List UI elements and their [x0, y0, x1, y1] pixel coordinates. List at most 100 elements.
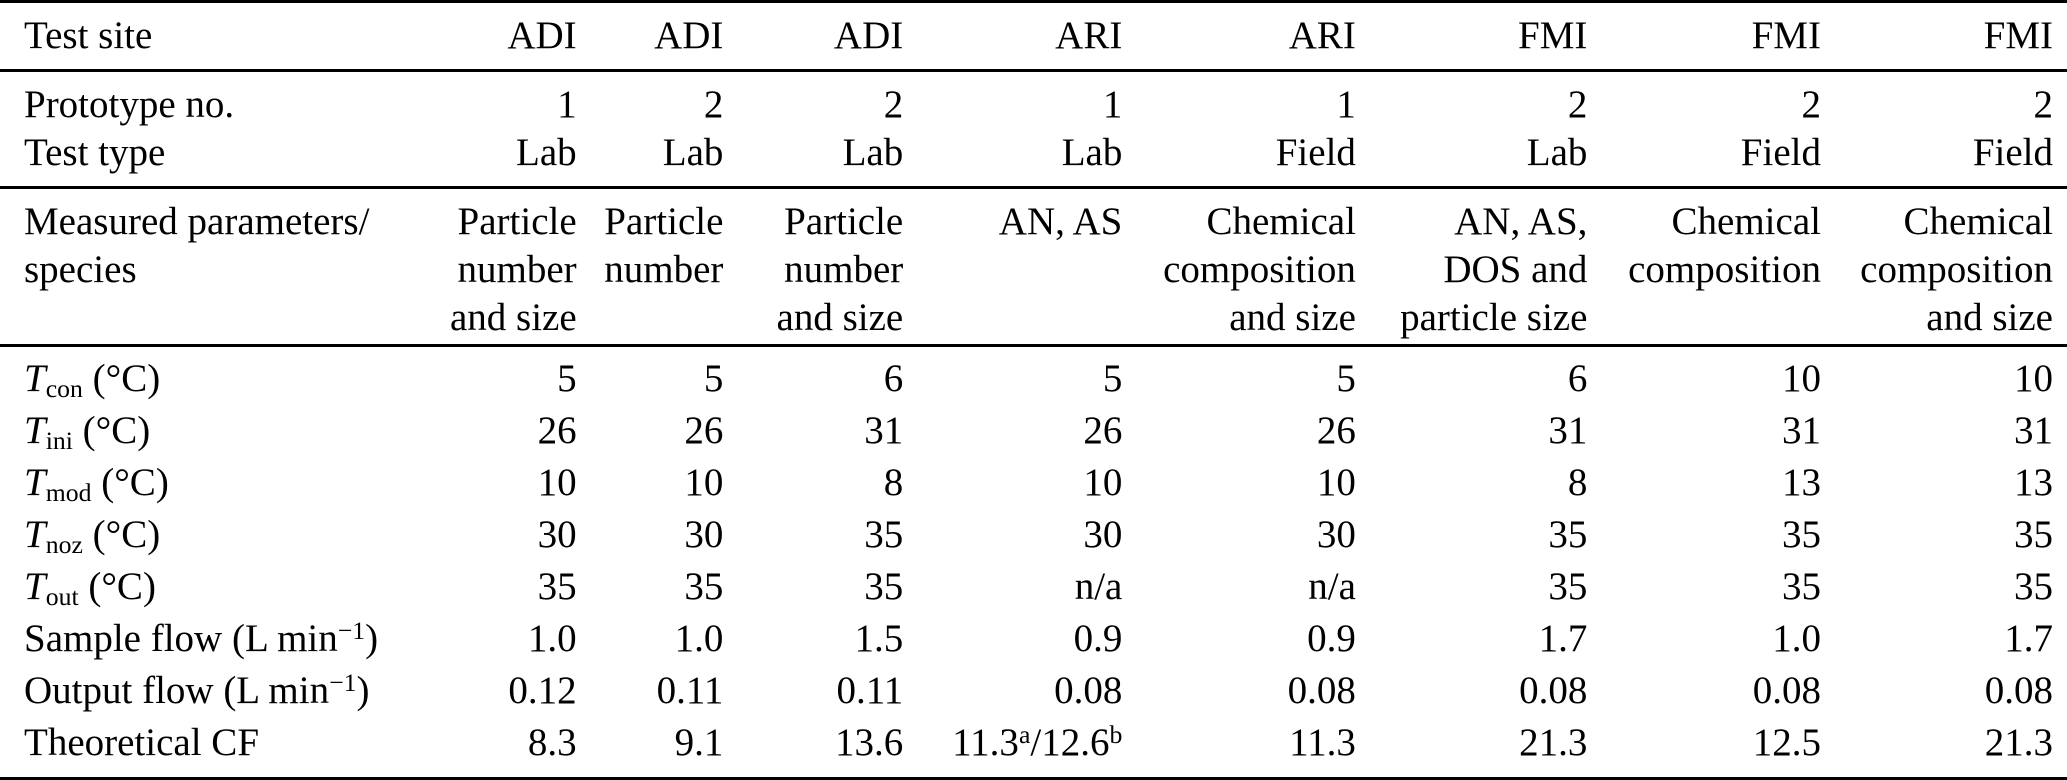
cell-line: composition	[1587, 246, 1821, 294]
cell-line: 2	[1587, 81, 1821, 129]
cell-line: 10	[1122, 459, 1356, 507]
row-label-theoretical-cf: Theoretical CF	[0, 719, 362, 779]
cell-test-type-col4: Lab	[903, 129, 1123, 188]
cell-t-out-col7: 35	[1587, 563, 1821, 615]
cell-line: Field	[1587, 129, 1821, 177]
cell-t-mod-col2: 10	[577, 459, 723, 511]
cell-measured-parameters-col2: Particle number	[577, 188, 723, 346]
superscript-text: a	[1018, 720, 1031, 750]
row-label-t-out: Tout (°C)	[0, 563, 362, 615]
section-prototype: Prototype no. 1 2 2 1 1 2 2 2 Test type Lab Lab Lab L…	[0, 71, 2067, 188]
text-segment: FMI	[1751, 14, 1821, 57]
text-segment: number	[457, 248, 577, 291]
italic-symbol: T	[24, 461, 46, 504]
text-segment: 0.9	[1073, 617, 1123, 660]
text-segment: 10	[1781, 357, 1821, 400]
cell-t-mod-col3: 8	[723, 459, 904, 511]
cell-test-type-col1: Lab	[362, 129, 577, 188]
cell-prototype-no-col7: 2	[1587, 71, 1821, 130]
text-segment: 0.11	[656, 669, 724, 712]
text-segment: 0.08	[1752, 669, 1821, 712]
text-segment: 0.11	[836, 669, 904, 712]
text-segment: composition	[1860, 248, 2053, 291]
text-segment: 35	[684, 565, 724, 608]
cell-t-ini-col7: 31	[1587, 407, 1821, 459]
cell-output-flow-col8: 0.08	[1821, 667, 2067, 719]
cell-line: 5	[362, 355, 577, 403]
cell-t-con-col6: 6	[1356, 346, 1588, 408]
cell-line: 2	[723, 81, 904, 129]
cell-test-type-col2: Lab	[577, 129, 724, 188]
cell-line: 21.3	[1821, 719, 2053, 767]
cell-theoretical-cf-col8: 21.3	[1821, 719, 2067, 779]
text-segment: 11.3	[952, 721, 1019, 764]
text-segment: Chemical	[1206, 200, 1356, 243]
cell-test-site-col4: ARI	[903, 2, 1122, 71]
italic-symbol: T	[24, 513, 46, 556]
cell-line: 35	[362, 563, 577, 611]
cell-line: Tout (°C)	[24, 563, 362, 615]
row-label-measured-parameters: Measured parameters/species	[0, 188, 369, 346]
cell-line: Test site	[24, 12, 362, 60]
cell-measured-parameters-col8: Chemical composition and size	[1821, 188, 2067, 346]
cell-line: 1.0	[362, 615, 577, 663]
text-segment: 1.7	[2004, 617, 2053, 660]
cell-line: 0.08	[1356, 667, 1587, 715]
cell-line: 8	[723, 459, 904, 507]
cell-line: Tcon (°C)	[24, 355, 362, 407]
cell-line: 35	[1821, 511, 2053, 559]
text-segment: ADI	[833, 14, 904, 57]
cell-line: 30	[1122, 511, 1356, 559]
cell-t-ini-col8: 31	[1821, 407, 2067, 459]
cell-theoretical-cf-col7: 12.5	[1587, 719, 1821, 779]
cell-sample-flow-col1: 1.0	[362, 615, 577, 667]
cell-sample-flow-col2: 1.0	[577, 615, 724, 667]
text-segment: Field	[1972, 131, 2053, 174]
cell-sample-flow-col3: 1.5	[723, 615, 904, 667]
row-t-con: Tcon (°C) 5 5 6 5 5 6 10 10	[0, 346, 2067, 408]
text-segment: Lab	[842, 131, 904, 174]
text-segment: 35	[1781, 565, 1821, 608]
italic-symbol: T	[24, 357, 46, 400]
cell-line: Sample flow (L min−1)	[24, 615, 378, 667]
cell-line: 26	[1122, 407, 1356, 455]
row-label-sample-flow: Sample flow (L min−1)	[0, 615, 378, 667]
cell-t-con-col3: 6	[723, 346, 904, 408]
row-theoretical-cf: Theoretical CF 8.3 9.1 13.6 11.3a/12.6b 11.3 2…	[0, 719, 2067, 779]
text-segment: 1	[1102, 83, 1123, 126]
superscript-text: −1	[337, 616, 366, 646]
row-t-out: Tout (°C) 35 35 35 n/a n/a 35 35 35	[0, 563, 2067, 615]
text-segment: 5	[1102, 357, 1123, 400]
cell-theoretical-cf-col4: 11.3a/12.6b	[903, 719, 1122, 779]
cell-t-con-col7: 10	[1587, 346, 1821, 408]
cell-output-flow-col6: 0.08	[1356, 667, 1587, 719]
cell-line: 1.7	[1821, 615, 2053, 663]
cell-t-mod-col4: 10	[903, 459, 1122, 511]
cell-line: 31	[1587, 407, 1821, 455]
text-segment: (°C)	[78, 565, 156, 608]
cell-line: 31	[1356, 407, 1587, 455]
cell-line: 35	[1587, 563, 1821, 611]
cell-prototype-no-col2: 2	[577, 71, 724, 130]
section-operating: Tcon (°C) 5 5 6 5 5 6 10 10 Tini (°C) 26 26 31 26 26 31…	[0, 346, 2067, 779]
text-segment: Lab	[1061, 131, 1123, 174]
cell-t-out-col5: n/a	[1122, 563, 1356, 615]
cell-line: 1	[362, 81, 577, 129]
cell-measured-parameters-col6: AN, AS, DOS and particle size	[1356, 188, 1587, 346]
text-segment: /12.6	[1030, 721, 1110, 764]
text-segment: 21.3	[1984, 721, 2053, 764]
cell-sample-flow-col4: 0.9	[903, 615, 1123, 667]
text-segment: 0.08	[1984, 669, 2053, 712]
cell-line: Field	[1821, 129, 2053, 177]
text-segment: and size	[449, 296, 577, 339]
cell-prototype-no-col4: 1	[903, 71, 1123, 130]
cell-output-flow-col7: 0.08	[1587, 667, 1821, 719]
text-segment: 31	[2014, 409, 2053, 452]
text-segment: 8	[883, 461, 904, 504]
cell-t-noz-col8: 35	[1821, 511, 2067, 563]
text-segment: 35	[1781, 513, 1821, 556]
cell-line: 35	[1356, 511, 1587, 559]
text-segment: 30	[1316, 513, 1356, 556]
text-segment: 1.0	[527, 617, 577, 660]
cell-line: Chemical	[1821, 198, 2053, 246]
